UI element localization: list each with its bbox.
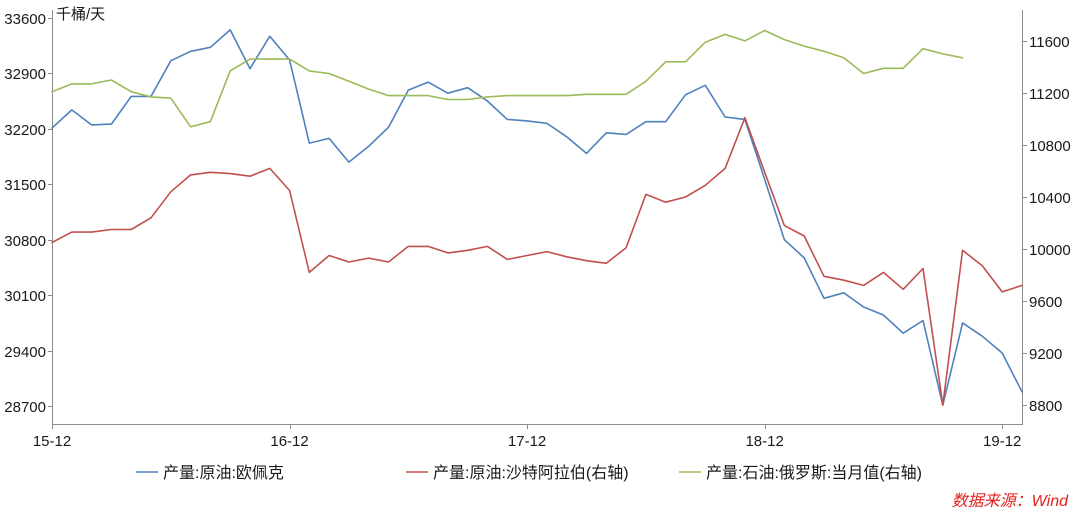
axes [52, 10, 1023, 425]
right-y-tick-label: 9200 [1029, 346, 1062, 363]
series-line-saudi-arabia [51, 116, 1023, 406]
series-line-opec [51, 29, 1023, 406]
legend-item-saudi-arabia: 产量:原油:沙特阿拉伯(右轴) [406, 464, 629, 482]
x-tick-label: 17-12 [508, 433, 546, 450]
right-y-tick-label: 10000 [1029, 242, 1071, 259]
legend-item-opec: 产量:原油:欧佩克 [136, 464, 284, 482]
left-y-tick-label: 33600 [4, 11, 46, 28]
legend-label-opec: 产量:原油:欧佩克 [163, 464, 284, 482]
right-y-tick-label: 11200 [1029, 86, 1070, 103]
left-y-tick-label: 30800 [4, 233, 46, 250]
x-tick-label: 19-12 [983, 433, 1021, 450]
legend: 产量:原油:欧佩克 产量:原油:沙特阿拉伯(右轴) 产量:石油:俄罗斯:当月值(… [136, 464, 922, 482]
series-line-russia [51, 29, 964, 128]
right-y-tick-label: 8800 [1029, 398, 1062, 415]
x-tick-label: 18-12 [745, 433, 783, 450]
right-y-axis-ticks: 8800 9200 9600 10000 10400 10800 11200 11600 [1022, 34, 1071, 415]
x-axis-ticks: 15-12 16-12 17-12 18-12 19-12 [33, 424, 1021, 450]
source-note: 数据来源：Wind [952, 492, 1069, 510]
y-axis-unit-label: 千桶/天 [56, 6, 105, 23]
left-y-tick-label: 31500 [4, 177, 46, 194]
left-y-tick-label: 30100 [4, 288, 46, 305]
legend-label-russia: 产量:石油:俄罗斯:当月值(右轴) [706, 464, 922, 482]
legend-item-russia: 产量:石油:俄罗斯:当月值(右轴) [679, 464, 922, 482]
right-y-tick-label: 9600 [1029, 294, 1062, 311]
legend-label-saudi-arabia: 产量:原油:沙特阿拉伯(右轴) [433, 464, 629, 482]
right-y-tick-label: 10800 [1029, 138, 1071, 155]
left-y-axis-ticks: 28700 29400 30100 30800 31500 32200 32900 33600 [4, 11, 53, 416]
left-y-tick-label: 28700 [4, 399, 46, 416]
left-y-tick-label: 32900 [4, 66, 46, 83]
series-lines [51, 29, 1023, 406]
x-tick-label: 16-12 [270, 433, 308, 450]
left-y-tick-label: 29400 [4, 344, 46, 361]
left-y-tick-label: 32200 [4, 122, 46, 139]
right-y-tick-label: 11600 [1029, 34, 1070, 51]
x-tick-label: 15-12 [33, 433, 71, 450]
right-y-tick-label: 10400 [1029, 190, 1071, 207]
